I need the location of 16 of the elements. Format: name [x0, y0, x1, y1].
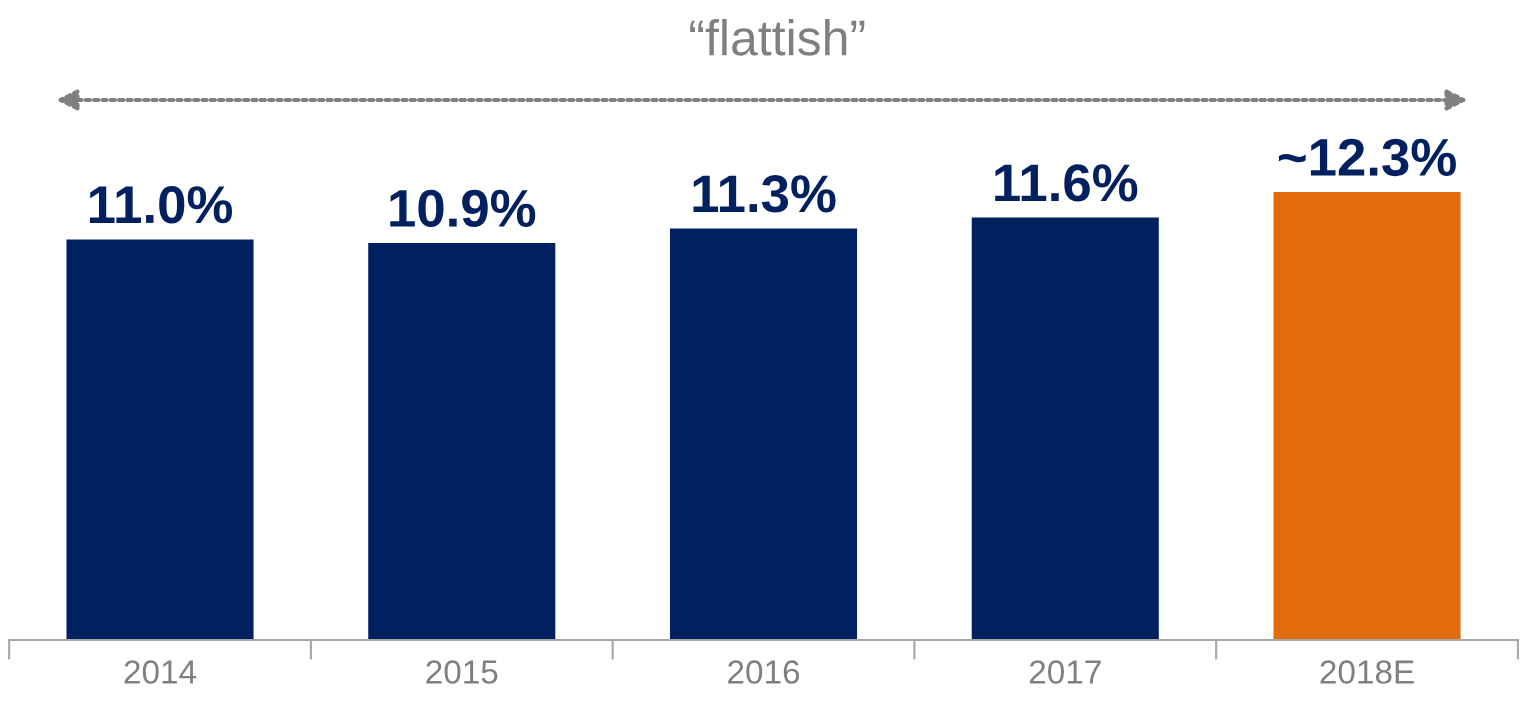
x-tick-label: 2018E — [1320, 660, 1414, 684]
text: “flattish” — [690, 18, 865, 56]
data-label: 11.0% — [89, 186, 233, 224]
bar — [368, 243, 556, 640]
x-tick-label: 2014 — [124, 660, 197, 684]
bar — [66, 239, 254, 640]
x-tick-label: 2017 — [1029, 660, 1101, 684]
data-label: ~12.3% — [1278, 138, 1456, 177]
data-label: 11.6% — [995, 164, 1138, 202]
data-label: 11.3% — [693, 175, 836, 213]
bar — [971, 217, 1159, 640]
bar — [1273, 192, 1461, 640]
bar — [669, 228, 858, 640]
x-tick-label: 2016 — [728, 660, 800, 684]
x-tick-label: 2015 — [426, 660, 498, 684]
data-label: 10.9% — [390, 189, 536, 228]
